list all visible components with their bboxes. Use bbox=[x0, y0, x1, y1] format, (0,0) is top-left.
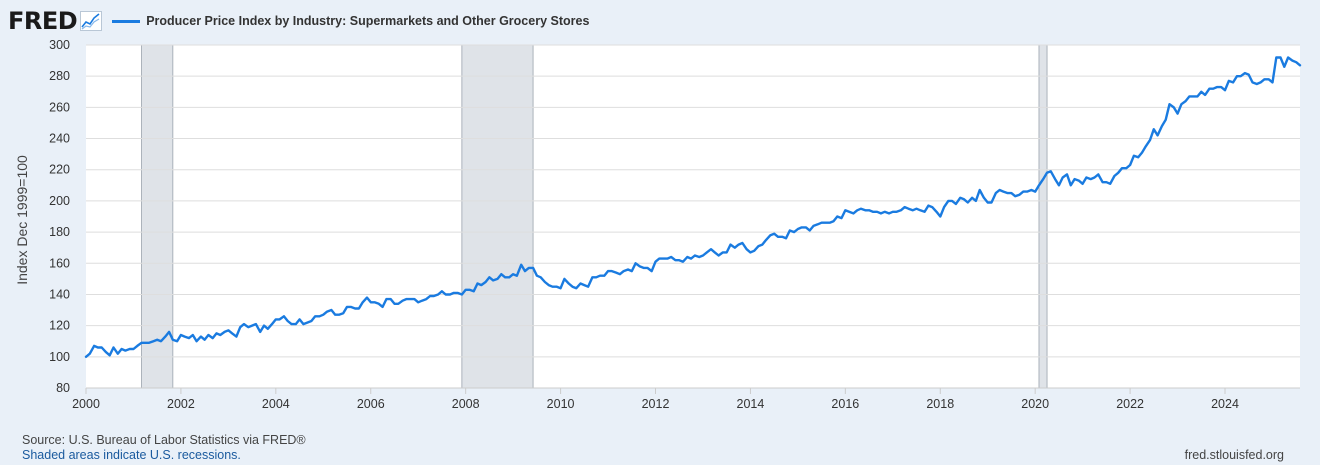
x-tick-label: 2022 bbox=[1116, 397, 1144, 411]
y-tick-label: 120 bbox=[49, 319, 70, 333]
recession-band bbox=[461, 44, 534, 389]
fred-logo[interactable]: FRED bbox=[8, 7, 78, 35]
source-note: Source: U.S. Bureau of Labor Statistics … bbox=[22, 433, 306, 447]
y-tick-label: 300 bbox=[49, 38, 70, 52]
y-axis-title: Index Dec 1999=100 bbox=[14, 155, 30, 285]
source-prefix: Source: bbox=[22, 433, 69, 447]
y-tick-label: 160 bbox=[49, 256, 70, 270]
x-tick-label: 2004 bbox=[262, 397, 290, 411]
y-tick-label: 240 bbox=[49, 132, 70, 146]
x-tick-label: 2014 bbox=[737, 397, 765, 411]
x-tick-label: 2012 bbox=[642, 397, 670, 411]
x-tick-label: 2018 bbox=[926, 397, 954, 411]
x-tick-label: 2024 bbox=[1211, 397, 1239, 411]
fred-url[interactable]: fred.stlouisfed.org bbox=[1184, 448, 1284, 462]
y-tick-label: 220 bbox=[49, 163, 70, 177]
x-tick-label: 2008 bbox=[452, 397, 480, 411]
x-tick-label: 2016 bbox=[831, 397, 859, 411]
y-tick-label: 200 bbox=[49, 194, 70, 208]
recession-note: Shaded areas indicate U.S. recessions. bbox=[22, 448, 241, 462]
y-tick-label: 140 bbox=[49, 287, 70, 301]
y-tick-label: 80 bbox=[56, 381, 70, 395]
recession-band bbox=[141, 44, 174, 389]
source-text[interactable]: U.S. Bureau of Labor Statistics via FRED… bbox=[68, 433, 306, 447]
x-tick-label: 2020 bbox=[1021, 397, 1049, 411]
plot-area bbox=[86, 45, 1300, 388]
series-line[interactable] bbox=[84, 56, 1302, 358]
recession-band bbox=[1038, 44, 1048, 389]
y-tick-label: 100 bbox=[49, 350, 70, 364]
x-tick-label: 2010 bbox=[547, 397, 575, 411]
x-tick-label: 2000 bbox=[72, 397, 100, 411]
y-tick-label: 180 bbox=[49, 225, 70, 239]
y-tick-label: 280 bbox=[49, 69, 70, 83]
legend-swatch bbox=[112, 19, 141, 23]
chart-header: FRED Producer Price Index by Industry: S… bbox=[8, 6, 589, 36]
legend-series-label: Producer Price Index by Industry: Superm… bbox=[146, 14, 590, 28]
x-tick-label: 2006 bbox=[357, 397, 385, 411]
line-chart: 80 100 120 140 160 180 200 220 240 260 280 300 2000… bbox=[14, 38, 1302, 411]
line-chart-icon bbox=[80, 11, 103, 31]
x-tick-label: 2002 bbox=[167, 397, 195, 411]
y-tick-label: 260 bbox=[49, 100, 70, 114]
